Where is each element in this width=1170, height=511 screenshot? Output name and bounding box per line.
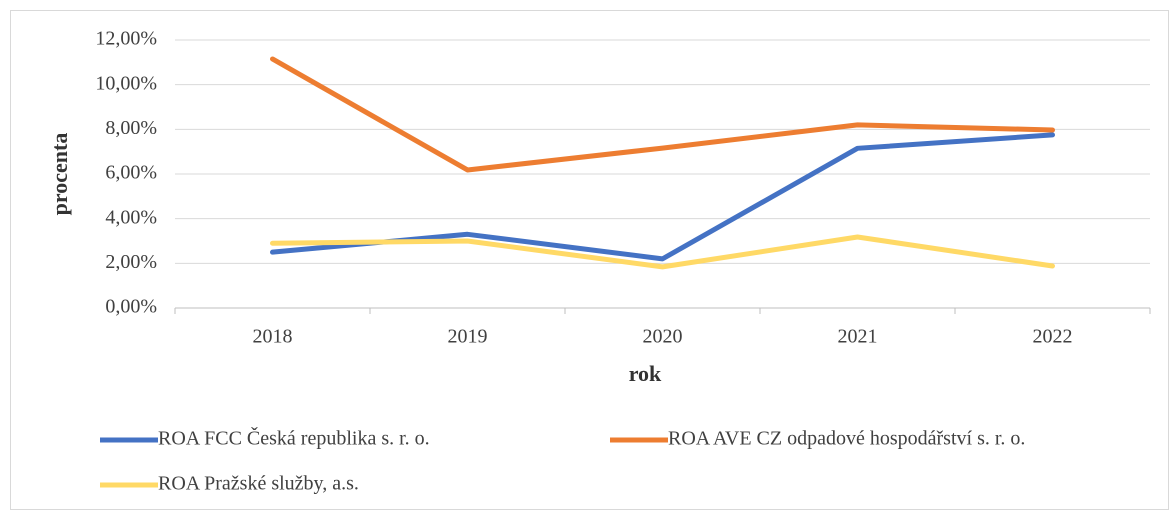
x-tick-label: 2018: [253, 326, 293, 348]
series-line: [270, 56, 1055, 173]
series-line: [270, 234, 1055, 270]
y-tick-label: 4,00%: [105, 206, 157, 228]
x-axis-title: rok: [629, 361, 662, 386]
x-tick-label: 2022: [1033, 326, 1073, 348]
x-tick-label: 2020: [643, 326, 683, 348]
legend-label: ROA AVE CZ odpadové hospodářství s. r. o…: [668, 428, 1025, 450]
legend-label: ROA FCC Česká republika s. r. o.: [158, 426, 430, 450]
y-tick-label: 6,00%: [105, 162, 157, 184]
y-tick-label: 8,00%: [105, 117, 157, 139]
x-tick-label: 2019: [448, 326, 488, 348]
y-tick-label: 10,00%: [95, 72, 157, 94]
y-axis-title: procenta: [47, 133, 72, 216]
y-tick-label: 2,00%: [105, 251, 157, 273]
y-tick-label: 0,00%: [105, 296, 157, 318]
chart-frame: [10, 10, 1169, 510]
legend-label: ROA Pražské služby, a.s.: [158, 473, 359, 495]
x-tick-label: 2021: [838, 326, 878, 348]
y-tick-label: 12,00%: [95, 28, 157, 50]
